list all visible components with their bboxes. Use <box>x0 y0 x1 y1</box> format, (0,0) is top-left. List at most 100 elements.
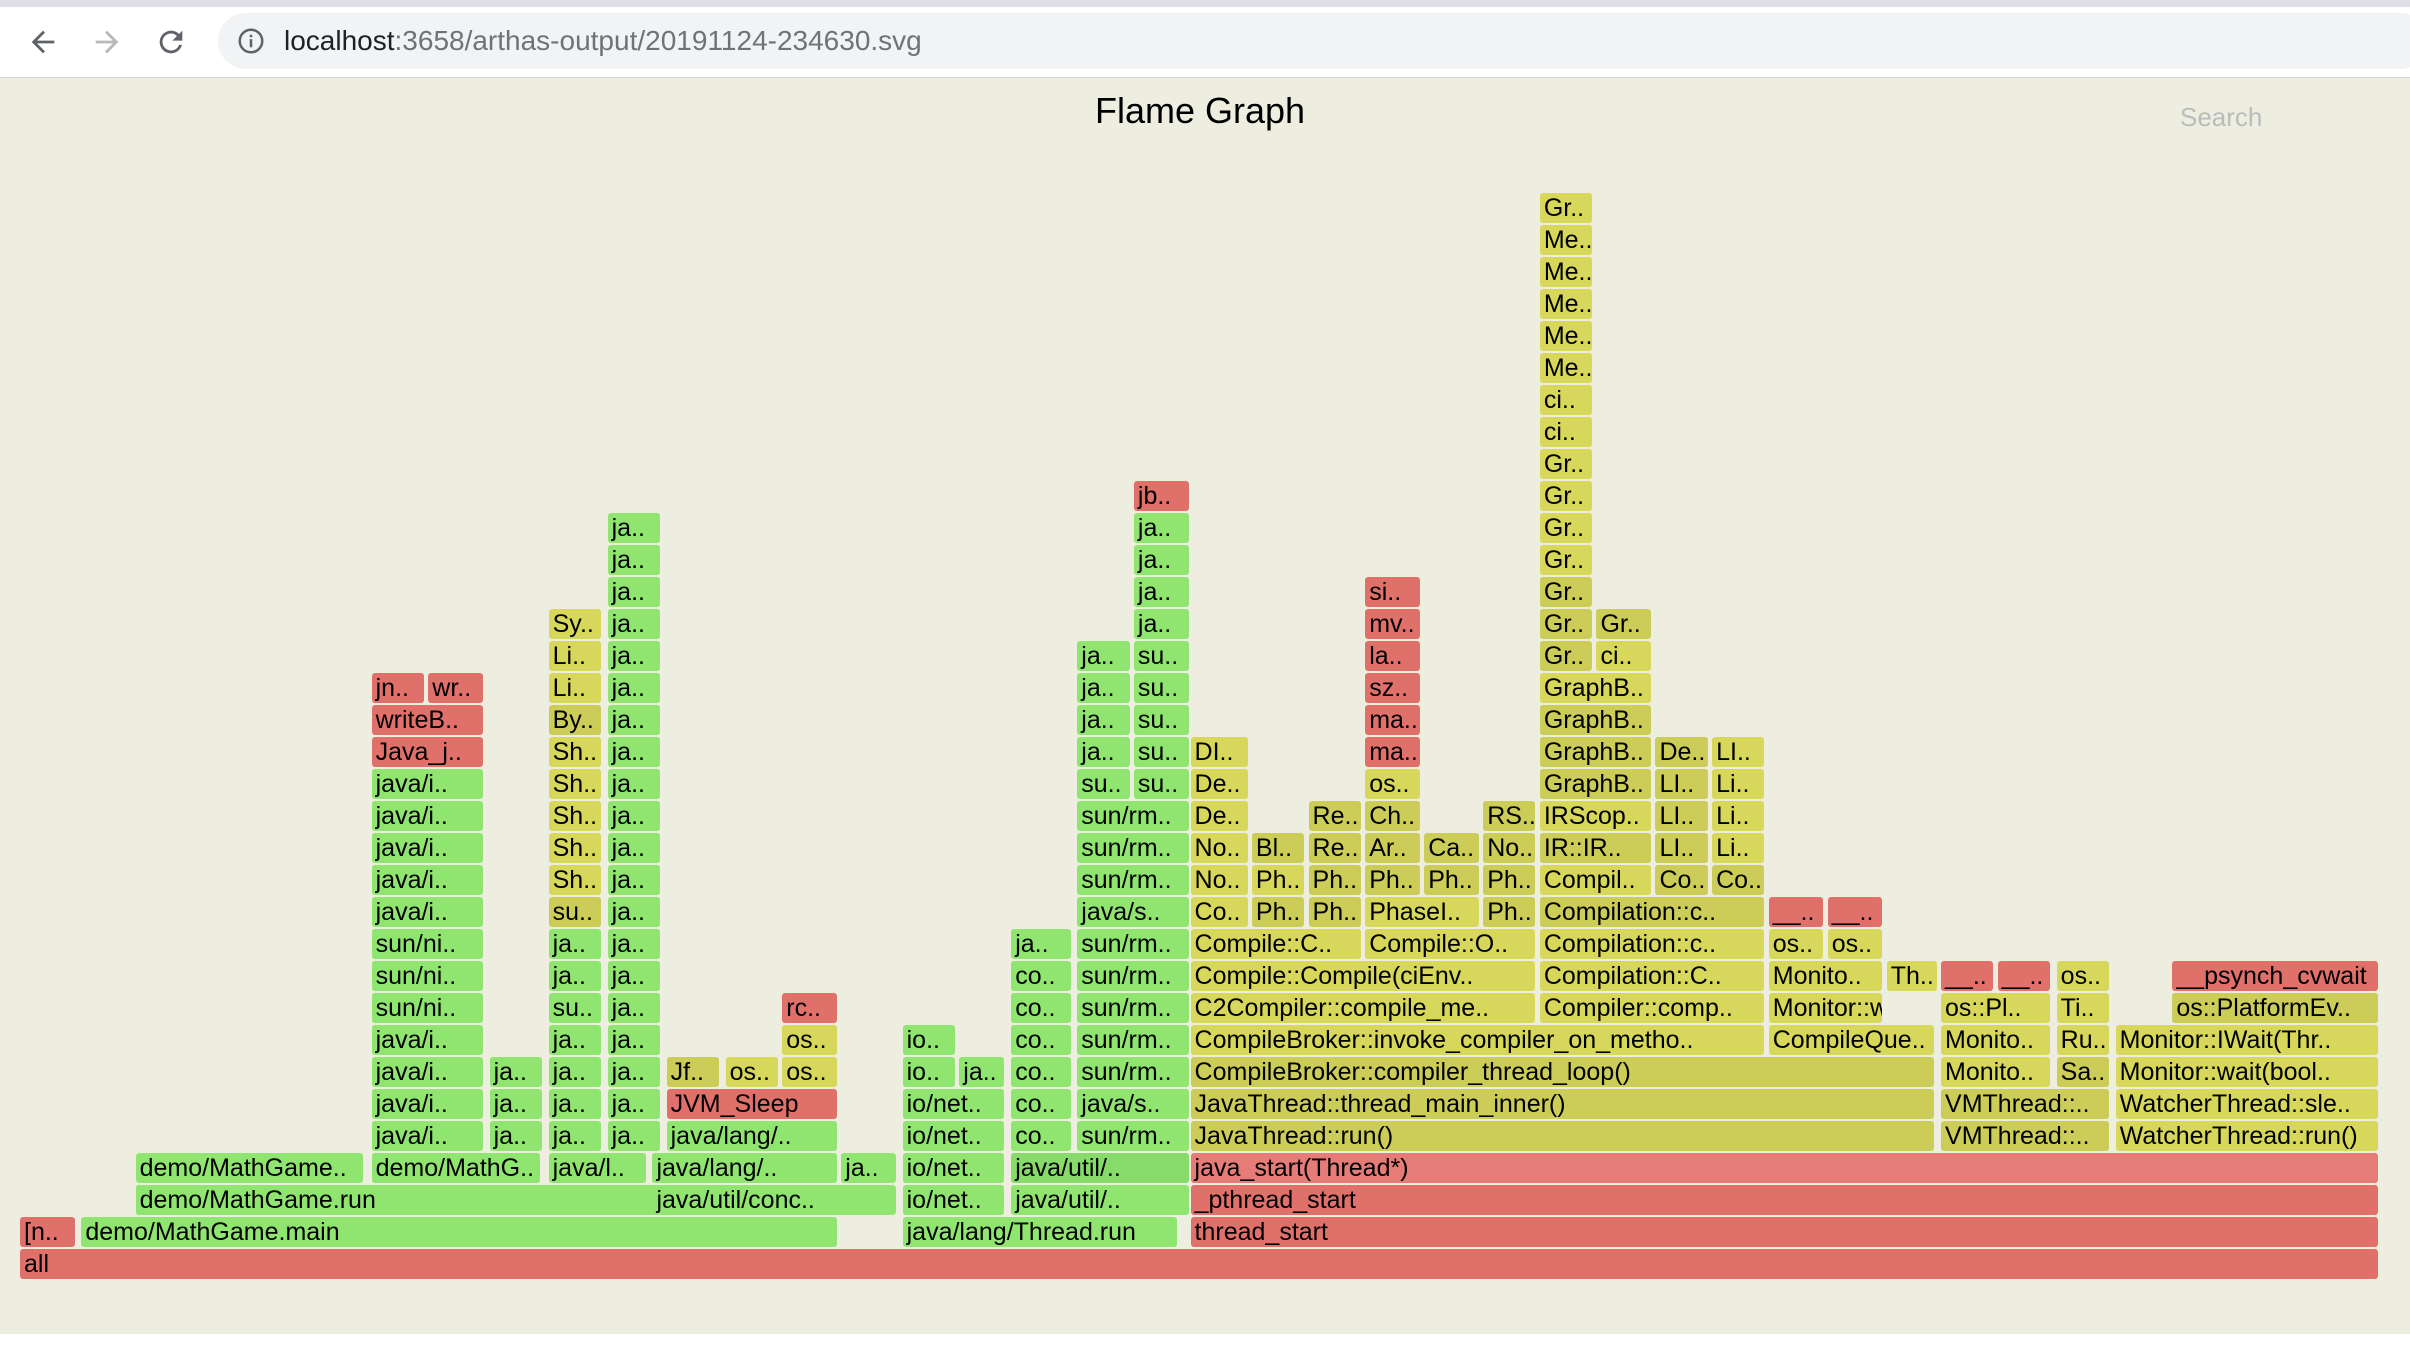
stack-frame[interactable]: Ca.. <box>1424 833 1479 863</box>
stack-frame[interactable]: writeB.. <box>371 705 483 735</box>
stack-frame[interactable]: co.. <box>1011 1025 1071 1055</box>
stack-frame[interactable]: all <box>20 1249 2378 1279</box>
stack-frame[interactable]: io/net.. <box>902 1121 1005 1151</box>
stack-frame[interactable]: ja.. <box>1077 705 1130 735</box>
stack-frame[interactable]: demo/MathGame.. <box>135 1153 363 1183</box>
stack-frame[interactable]: rc.. <box>782 993 837 1023</box>
stack-frame[interactable]: wr.. <box>428 673 483 703</box>
stack-frame[interactable]: os.. <box>2056 961 2109 991</box>
stack-frame[interactable]: java/i.. <box>371 801 483 831</box>
stack-frame[interactable]: JavaThread::thread_main_inner() <box>1190 1089 1935 1119</box>
stack-frame[interactable]: De.. <box>1190 769 1248 799</box>
stack-frame[interactable]: Gr.. <box>1539 545 1593 575</box>
stack-frame[interactable]: JVM_Sleep <box>666 1089 837 1119</box>
stack-frame[interactable]: Gr.. <box>1539 449 1593 479</box>
stack-frame[interactable]: Gr.. <box>1539 193 1593 223</box>
stack-frame[interactable]: Gr.. <box>1539 577 1593 607</box>
stack-frame[interactable]: Monito.. <box>1941 1057 2050 1087</box>
stack-frame[interactable]: __.. <box>1941 961 1994 991</box>
stack-frame[interactable]: VMThread::.. <box>1941 1089 2109 1119</box>
stack-frame[interactable]: No.. <box>1190 865 1248 895</box>
stack-frame[interactable]: ja.. <box>607 609 660 639</box>
stack-frame[interactable]: demo/MathGame.run <box>135 1185 660 1215</box>
info-icon[interactable] <box>236 26 266 56</box>
stack-frame[interactable]: Sh.. <box>548 769 601 799</box>
stack-frame[interactable]: si.. <box>1365 577 1420 607</box>
stack-frame[interactable]: mv.. <box>1365 609 1420 639</box>
stack-frame[interactable]: Me.. <box>1539 257 1593 287</box>
stack-frame[interactable]: sz.. <box>1365 673 1420 703</box>
stack-frame[interactable]: Li.. <box>1712 833 1765 863</box>
stack-frame[interactable]: sun/rm.. <box>1077 1057 1189 1087</box>
stack-frame[interactable]: Compile::C.. <box>1190 929 1361 959</box>
stack-frame[interactable]: WatcherThread::run() <box>2115 1121 2378 1151</box>
stack-frame[interactable]: Ph.. <box>1424 865 1479 895</box>
stack-frame[interactable]: ja.. <box>548 1089 601 1119</box>
stack-frame[interactable]: Compile::O.. <box>1365 929 1536 959</box>
stack-frame[interactable]: Th.. <box>1886 961 1937 991</box>
stack-frame[interactable]: su.. <box>1133 705 1189 735</box>
stack-frame[interactable]: IR::IR.. <box>1539 833 1652 863</box>
stack-frame[interactable]: os::PlatformEv.. <box>2172 993 2378 1023</box>
stack-frame[interactable]: Re.. <box>1308 833 1361 863</box>
stack-frame[interactable]: Co.. <box>1190 897 1248 927</box>
stack-frame[interactable]: os.. <box>782 1057 837 1087</box>
stack-frame[interactable]: ja.. <box>1133 545 1189 575</box>
stack-frame[interactable]: ja.. <box>607 513 660 543</box>
stack-frame[interactable]: Monitor::w.. <box>1768 993 1883 1023</box>
stack-frame[interactable]: Co.. <box>1712 865 1765 895</box>
stack-frame[interactable]: No.. <box>1190 833 1248 863</box>
stack-frame[interactable]: ci.. <box>1596 641 1652 671</box>
stack-frame[interactable]: java/util/.. <box>1011 1153 1189 1183</box>
stack-frame[interactable]: ja.. <box>607 993 660 1023</box>
stack-frame[interactable]: Monitor::wait(bool.. <box>2115 1057 2378 1087</box>
stack-frame[interactable]: ja.. <box>489 1089 542 1119</box>
stack-frame[interactable]: PhaseI.. <box>1365 897 1479 927</box>
stack-frame[interactable]: ja.. <box>607 705 660 735</box>
stack-frame[interactable]: IRScop.. <box>1539 801 1652 831</box>
stack-frame[interactable]: io.. <box>902 1025 955 1055</box>
stack-frame[interactable]: Ch.. <box>1365 801 1420 831</box>
stack-frame[interactable]: ja.. <box>548 1025 601 1055</box>
stack-frame[interactable]: sun/rm.. <box>1077 961 1189 991</box>
stack-frame[interactable]: ja.. <box>1077 673 1130 703</box>
stack-frame[interactable]: GraphB.. <box>1539 705 1652 735</box>
stack-frame[interactable]: Li.. <box>548 641 601 671</box>
stack-frame[interactable]: __.. <box>1997 961 2050 991</box>
stack-frame[interactable]: Compile::Compile(ciEnv.. <box>1190 961 1536 991</box>
stack-frame[interactable]: No.. <box>1483 833 1536 863</box>
stack-frame[interactable]: De.. <box>1190 801 1248 831</box>
stack-frame[interactable]: Ph.. <box>1483 865 1536 895</box>
stack-frame[interactable]: ja.. <box>607 673 660 703</box>
stack-frame[interactable]: __.. <box>1827 897 1883 927</box>
stack-frame[interactable]: ja.. <box>489 1121 542 1151</box>
stack-frame[interactable]: Ph.. <box>1483 897 1536 927</box>
stack-frame[interactable]: co.. <box>1011 1057 1071 1087</box>
stack-frame[interactable]: su.. <box>548 897 601 927</box>
stack-frame[interactable]: su.. <box>1133 769 1189 799</box>
stack-frame[interactable]: sun/ni.. <box>371 929 483 959</box>
stack-frame[interactable]: ja.. <box>607 769 660 799</box>
stack-frame[interactable]: ja.. <box>607 1121 660 1151</box>
stack-frame[interactable]: ja.. <box>607 641 660 671</box>
stack-frame[interactable]: ja.. <box>1011 929 1071 959</box>
stack-frame[interactable]: Co.. <box>1655 865 1708 895</box>
stack-frame[interactable]: demo/MathGame.main <box>81 1217 837 1247</box>
stack-frame[interactable]: sun/ni.. <box>371 993 483 1023</box>
stack-frame[interactable]: Ph.. <box>1251 897 1305 927</box>
stack-frame[interactable]: Monito.. <box>1941 1025 2050 1055</box>
stack-frame[interactable]: sun/ni.. <box>371 961 483 991</box>
stack-frame[interactable]: io.. <box>902 1057 955 1087</box>
stack-frame[interactable]: jn.. <box>371 673 424 703</box>
stack-frame[interactable]: la.. <box>1365 641 1420 671</box>
stack-frame[interactable]: JavaThread::run() <box>1190 1121 1935 1151</box>
back-button[interactable] <box>18 17 68 67</box>
stack-frame[interactable]: sun/rm.. <box>1077 801 1189 831</box>
address-bar[interactable]: localhost:3658/arthas-output/20191124-23… <box>218 13 2410 69</box>
stack-frame[interactable]: io/net.. <box>902 1185 1005 1215</box>
stack-frame[interactable]: su.. <box>548 993 601 1023</box>
stack-frame[interactable]: Gr.. <box>1539 513 1593 543</box>
stack-frame[interactable]: ja.. <box>607 577 660 607</box>
stack-frame[interactable]: co.. <box>1011 961 1071 991</box>
stack-frame[interactable]: GraphB.. <box>1539 769 1652 799</box>
